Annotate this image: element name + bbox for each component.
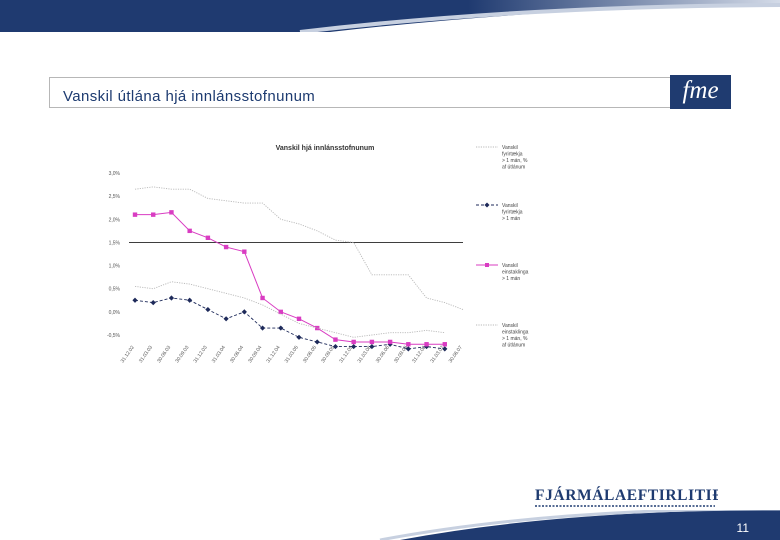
data-point	[151, 212, 156, 217]
legend-label: Vanskil einstaklinga > 1 mán	[502, 263, 529, 282]
legend-marker	[484, 202, 490, 208]
y-tick-label: 1,5%	[109, 240, 121, 246]
brand-text: FJÁRMÁLAEFTIRLITIÐ	[535, 487, 718, 504]
x-tick-label: 31.12.03	[193, 345, 209, 365]
legend-label: Vanskil fyrirtækja > 1 mán, % af útlánum	[502, 145, 528, 171]
x-tick-label: 31.12.04	[266, 345, 282, 365]
x-tick-label: 30.09.04	[247, 345, 263, 365]
data-point	[424, 342, 429, 347]
data-point	[387, 339, 393, 345]
x-tick-label: 30.09.03	[174, 345, 190, 365]
data-point	[351, 339, 356, 345]
data-point	[150, 300, 156, 306]
y-tick-label: 0,0%	[109, 310, 121, 316]
data-point	[168, 295, 175, 301]
x-tick-label: 31.03.07	[430, 345, 446, 365]
data-point	[442, 342, 447, 347]
series-line	[134, 281, 445, 338]
data-point	[187, 297, 193, 303]
series-line	[135, 211, 445, 345]
data-point	[296, 334, 302, 340]
data-point	[278, 309, 283, 315]
top-banner	[0, 0, 780, 32]
fme-logo: fme	[670, 75, 731, 109]
x-tick-label: 31.03.03	[138, 345, 154, 365]
data-point	[223, 316, 229, 322]
page-title: Vanskil útlána hjá innlánsstofnunum	[63, 88, 316, 105]
data-point	[242, 249, 247, 254]
data-point	[132, 297, 138, 303]
series-line	[134, 186, 464, 310]
x-tick-label: 31.03.05	[284, 345, 300, 365]
x-tick-label: 30.06.03	[156, 345, 172, 365]
data-point	[187, 228, 192, 234]
data-point	[315, 325, 320, 331]
y-tick-label: 2,0%	[109, 217, 121, 223]
series-line	[134, 297, 445, 350]
y-tick-label: -0,5%	[107, 333, 121, 339]
data-point	[333, 337, 338, 342]
y-tick-label: 1,0%	[109, 264, 121, 270]
data-point	[260, 295, 265, 301]
title-box: Vanskil útlána hjá innlánsstofnunum	[49, 77, 730, 108]
x-tick-label: 31.03.04	[211, 345, 227, 365]
data-point	[369, 339, 375, 345]
y-tick-label: 3,0%	[109, 171, 121, 177]
y-tick-label: 2,5%	[109, 194, 121, 200]
bottom-banner	[379, 510, 780, 540]
legend-label: Vanskil fyrirtækja > 1 mán	[502, 203, 523, 222]
y-tick-label: 0,5%	[109, 287, 121, 293]
data-point	[406, 342, 411, 347]
data-point	[296, 316, 302, 321]
legend-label: Vanskil einstaklinga > 1 mán, % af útlánum	[502, 323, 529, 349]
page-number: 11	[736, 521, 749, 535]
data-point	[278, 325, 284, 331]
x-tick-label: 31.12.02	[120, 345, 136, 365]
data-point	[205, 235, 211, 240]
fme-wordmark: FJÁRMÁLAEFTIRLITIÐ	[535, 487, 718, 507]
chart-title: Vanskil hjá innlánsstofnunum	[276, 145, 375, 152]
legend-marker	[485, 263, 489, 267]
x-tick-label: 30.06.04	[229, 345, 245, 365]
data-point	[169, 210, 174, 215]
x-tick-label: 30.06.06	[375, 345, 391, 365]
data-point	[132, 212, 138, 217]
data-point	[369, 343, 375, 350]
data-point	[314, 339, 320, 345]
chart: Vanskil hjá innlánsstofnunum 3,0% 2,5% 2,0…	[107, 145, 529, 365]
x-tick-label: 30.06.05	[302, 345, 318, 365]
data-point	[223, 244, 229, 250]
x-tick-label: 30.06.07	[448, 345, 464, 365]
data-point	[241, 309, 247, 315]
data-point	[205, 306, 211, 313]
